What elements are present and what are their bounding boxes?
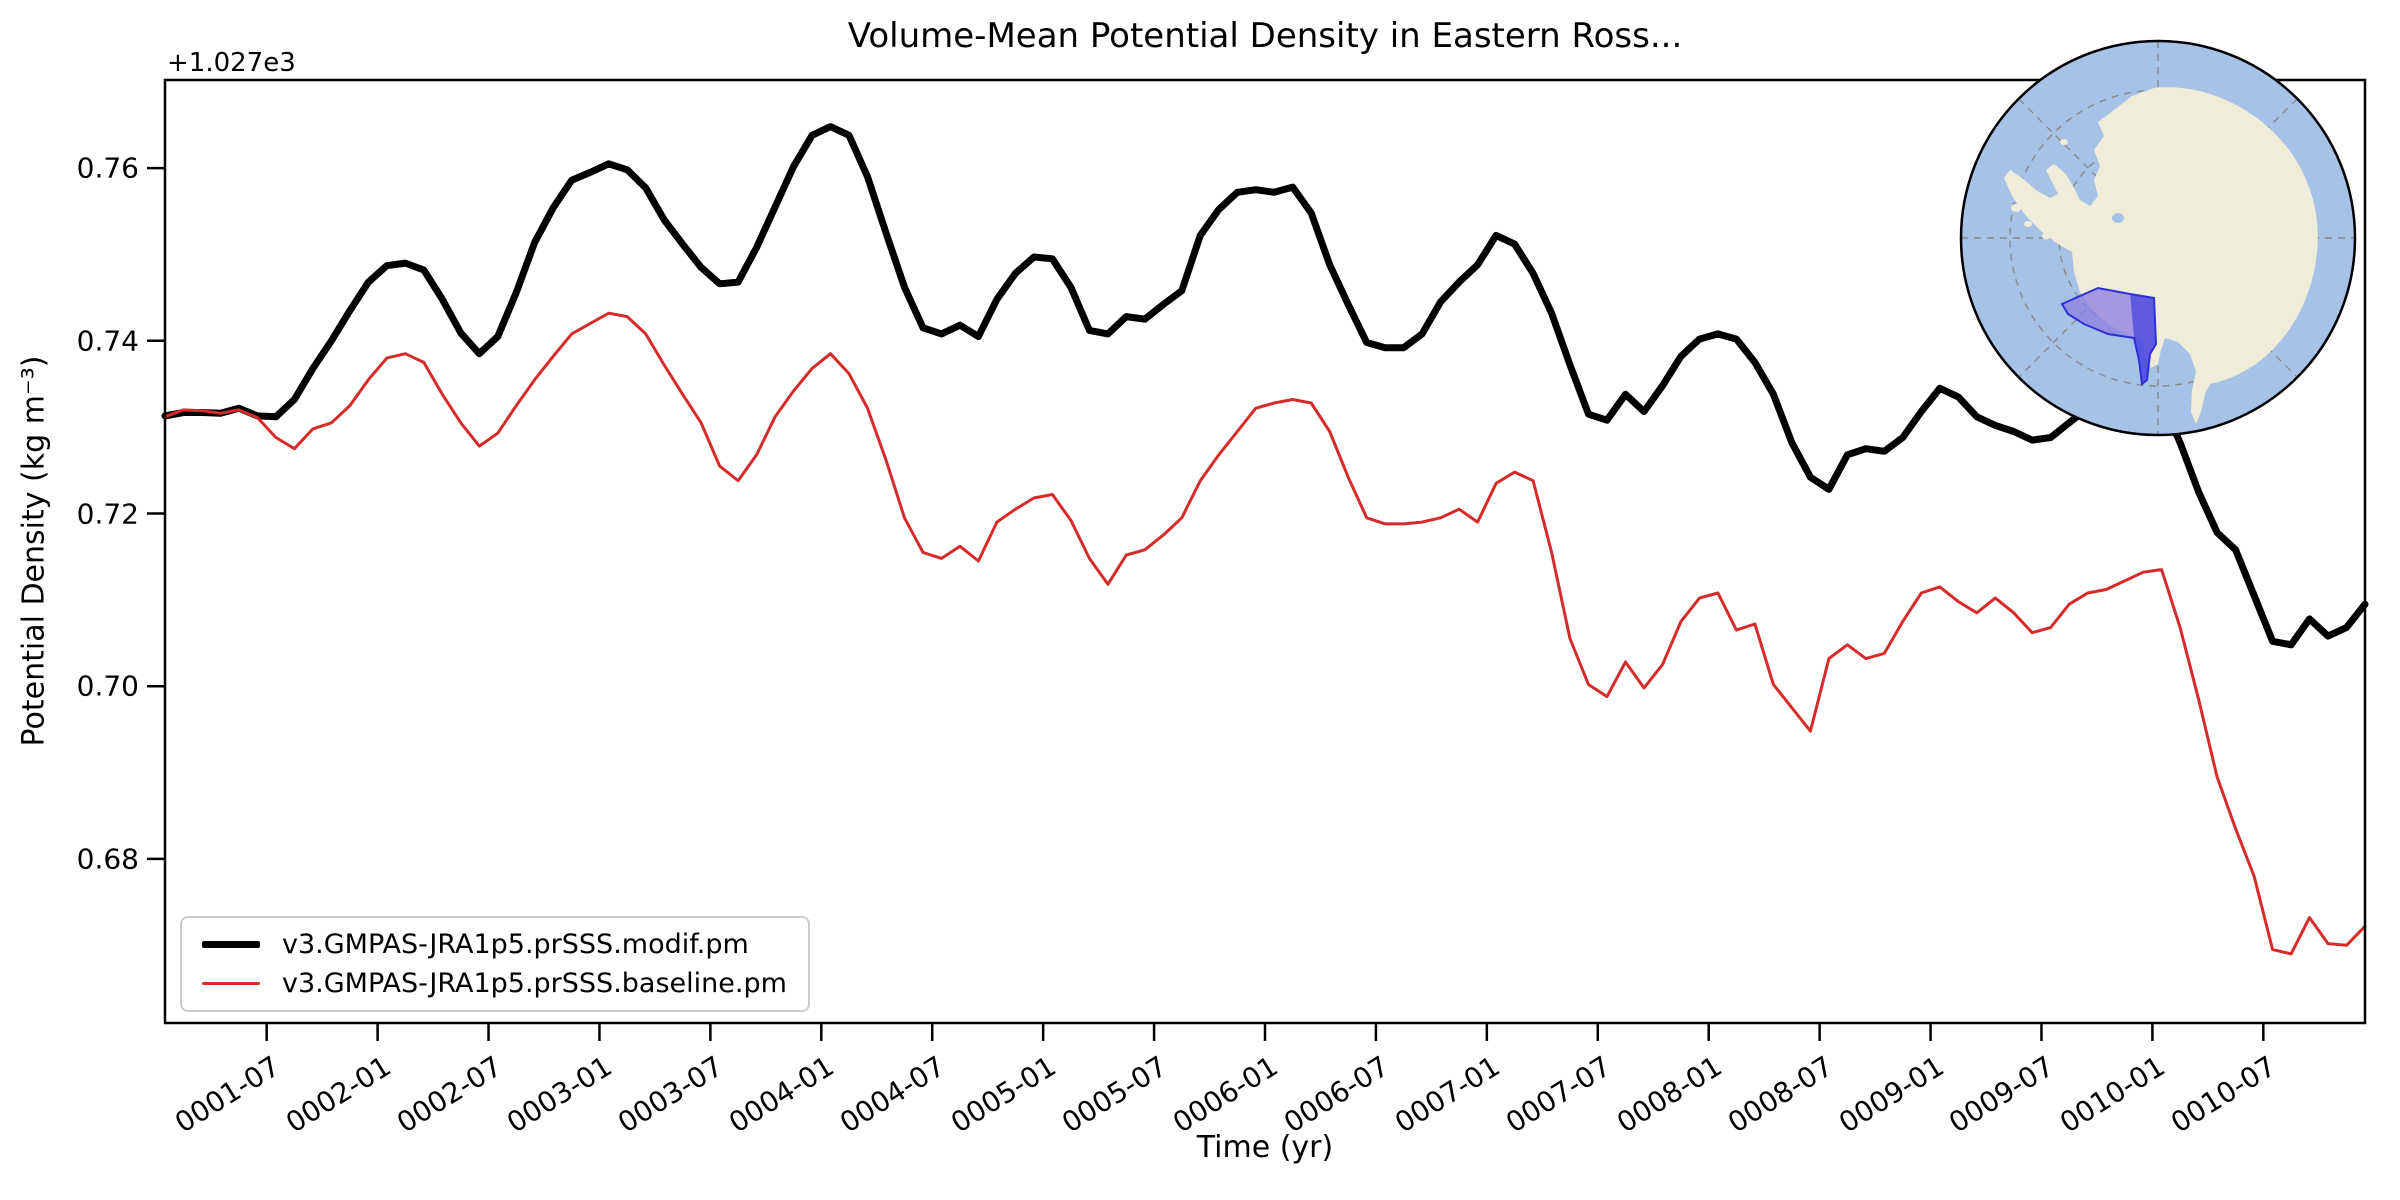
legend-entry-baseline: v3.GMPAS-JRA1p5.prSSS.baseline.pm xyxy=(202,968,808,999)
inset-region-highlight xyxy=(2060,286,2158,386)
inset-antarctica-land xyxy=(2004,87,2318,425)
chart-title: Volume-Mean Potential Density in Eastern… xyxy=(847,16,1683,56)
series-line-baseline xyxy=(163,311,2367,956)
legend-entry-modif: v3.GMPAS-JRA1p5.prSSS.modif.pm xyxy=(202,929,808,960)
legend: v3.GMPAS-JRA1p5.prSSS.modif.pm v3.GMPAS-… xyxy=(180,916,810,1012)
legend-line-sample-black xyxy=(202,941,260,948)
antarctica-inset-map xyxy=(1959,39,2357,437)
y-axis-offset-label: +1.027e3 xyxy=(167,48,296,78)
legend-label: v3.GMPAS-JRA1p5.prSSS.modif.pm xyxy=(282,929,749,960)
legend-label: v3.GMPAS-JRA1p5.prSSS.baseline.pm xyxy=(282,968,787,999)
series-line-modif xyxy=(161,123,2369,649)
inset-border-circle xyxy=(1959,39,2357,437)
x-axis-label: Time (yr) xyxy=(1196,1130,1334,1165)
y-tick-label: 0.70 xyxy=(76,669,139,703)
y-tick-label: 0.68 xyxy=(76,842,139,876)
y-tick-label: 0.76 xyxy=(76,151,139,185)
y-tick-label: 0.74 xyxy=(76,324,139,358)
y-tick-label: 0.72 xyxy=(76,497,139,530)
legend-line-sample-red xyxy=(202,982,260,985)
